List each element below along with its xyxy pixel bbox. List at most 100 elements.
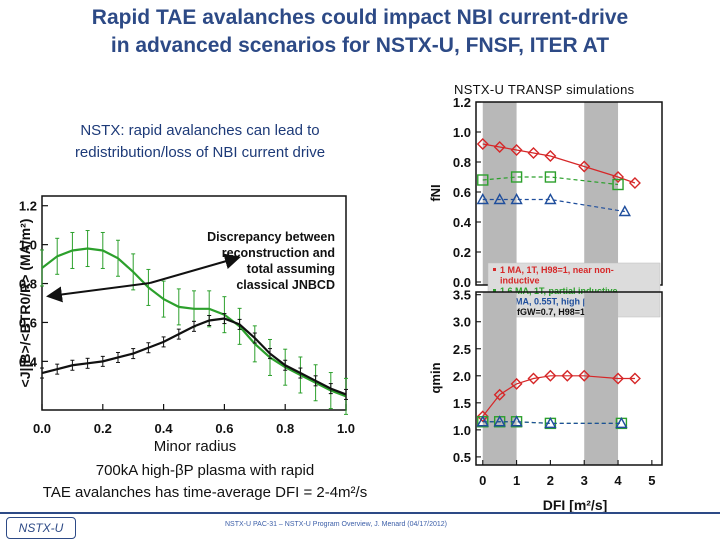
fni-diamond-marker [612, 171, 625, 183]
footer-rule [0, 512, 720, 514]
fni-triangle-marker [493, 193, 506, 205]
fni-y-tick-label: 0.4 [453, 215, 472, 230]
fni-triangle-marker [618, 205, 631, 217]
profile-x-tick-label: 0.4 [155, 421, 174, 436]
qmin-diamond-marker [561, 369, 574, 382]
qmin-triangle-marker [510, 415, 523, 427]
fni-y-tick-label: 0.0 [453, 275, 471, 290]
fni-triangle-marker [476, 193, 489, 205]
fni-series-line [482, 176, 619, 186]
fni-shaded-band [584, 102, 619, 285]
qmin-y-tick-label: 3.0 [453, 315, 471, 330]
fni-y-tick-label: 1.0 [453, 125, 471, 140]
nstx-u-logo: NSTX-U [6, 517, 76, 539]
qmin-diamond-marker [493, 388, 506, 401]
qmin-diamond-marker [612, 372, 625, 385]
fni-y-tick-label: 0.6 [453, 185, 471, 200]
profile-x-tick-label: 0.0 [33, 421, 51, 436]
profile-x-tick-label: 1.0 [337, 421, 355, 436]
qmin-x-tick-label: 4 [614, 473, 622, 488]
qmin-y-tick-label: 2.0 [453, 369, 471, 384]
profile-x-axis-label: Minor radius [154, 438, 237, 455]
legend-entry: inductive [500, 276, 540, 286]
legend-box [487, 262, 661, 318]
annotation-arrow-left [46, 282, 151, 303]
legend-bullet [493, 289, 496, 292]
qmin-y-tick-label: 0.5 [453, 450, 471, 465]
left-heading-line-2: redistribution/loss of NBI current drive [74, 144, 326, 161]
profile-x-tick-label: 0.8 [276, 421, 294, 436]
fni-y-tick-label: 0.2 [453, 245, 471, 260]
title-line-2: in advanced scenarios for NSTX-U, FNSF, … [110, 34, 610, 57]
fni-diamond-marker [510, 144, 523, 156]
caption-line-1: 700kA high-βP plasma with rapid [95, 462, 315, 479]
qmin-x-tick-label: 2 [547, 473, 554, 488]
legend-bullet [493, 268, 496, 271]
profile-x-tick-label: 0.6 [215, 421, 233, 436]
simulation-label: NSTX-U TRANSP simulations [454, 82, 635, 97]
profile-annotation-line: reconstruction and [222, 246, 335, 260]
profile-annotation-line: classical JNBCD [236, 278, 335, 292]
qmin-y-tick-label: 3.5 [453, 288, 471, 303]
fni-diamond-marker [544, 150, 557, 162]
slide-title: Rapid TAE avalanches could impact NBI cu… [0, 4, 720, 60]
qmin-diamond-marker [527, 372, 540, 385]
fni-y-axis-label: fNI [428, 184, 443, 201]
fni-square-marker [510, 171, 523, 183]
fni-diamond-marker [628, 177, 641, 189]
profile-y-tick-label: 1.2 [19, 199, 37, 214]
fni-diamond-marker [527, 147, 540, 159]
qmin-y-axis-label: qmin [428, 362, 443, 393]
profile-annotation-line: Discrepancy between [207, 230, 335, 244]
qmin-series-line [482, 375, 635, 417]
legend-entry: 1 MA, 1T, H98=1, near non- [500, 265, 614, 275]
profile-y-tick-label: 0.4 [19, 354, 38, 369]
qmin-diamond-marker [510, 377, 523, 390]
title-line-1: Rapid TAE avalanches could impact NBI cu… [91, 6, 629, 29]
qmin-x-tick-label: 3 [581, 473, 588, 488]
fni-square-marker [544, 171, 557, 183]
fni-diamond-marker [578, 160, 591, 173]
qmin-diamond-marker [544, 369, 557, 382]
qmin-shaded-band [482, 292, 517, 465]
profile-y-axis-label: <J||B>/<BTR0/R> (MA/m²) [17, 219, 33, 388]
qmin-triangle-marker [544, 416, 557, 429]
fni-y-tick-label: 0.8 [453, 155, 471, 170]
legend-entry: 1.2 MA, 0.55T, high βT [500, 297, 594, 307]
fni-diamond-marker [476, 138, 489, 150]
qmin-x-tick-label: 5 [648, 473, 655, 488]
fni-series-line [482, 198, 625, 213]
profile-plot-frame [41, 195, 347, 411]
left-heading: NSTX: rapid avalanches can lead to redis… [20, 120, 380, 164]
qmin-diamond-marker [578, 369, 591, 382]
profile-y-tick-label: 1.0 [19, 238, 37, 253]
qmin-triangle-marker [476, 415, 489, 427]
fni-triangle-marker [544, 193, 557, 205]
profile-y-tick-label: 0.8 [19, 277, 37, 292]
qmin-series-line [482, 421, 622, 424]
qmin-frame [475, 291, 663, 466]
qmin-diamond-marker [628, 372, 641, 385]
fni-triangle-marker [510, 193, 523, 205]
fni-y-tick-label: 1.2 [453, 95, 471, 110]
legend-entry: 1.6 MA, 1T, partial inductive [500, 286, 618, 296]
qmin-x-tick-label: 1 [513, 473, 520, 488]
qmin-triangle-marker [493, 415, 506, 427]
caption-line-2: TAE avalanches has time-average DFI = 2-… [42, 484, 368, 501]
qmin-y-tick-label: 2.5 [453, 342, 471, 357]
qmin-y-tick-label: 1.0 [453, 423, 471, 438]
qmin-triangle-marker [615, 416, 628, 429]
annotation-arrow-right [149, 253, 241, 284]
qmin-y-tick-label: 1.5 [453, 396, 471, 411]
legend-entry: All: fGW=0.7, H98=1 [500, 307, 585, 317]
fni-series-line [482, 143, 636, 184]
fni-square-marker [612, 178, 624, 191]
profile-annotation-line: total assuming [247, 262, 335, 276]
fni-square-marker [477, 174, 489, 186]
left-heading-line-1: NSTX: rapid avalanches can lead to [80, 122, 320, 139]
qmin-x-axis-label: DFI [m²/s] [543, 497, 608, 513]
footer-text: NSTX-U PAC-31 – NSTX-U Program Overview,… [225, 521, 448, 528]
fni-diamond-marker [493, 141, 506, 153]
profile-x-tick-label: 0.2 [94, 421, 112, 436]
